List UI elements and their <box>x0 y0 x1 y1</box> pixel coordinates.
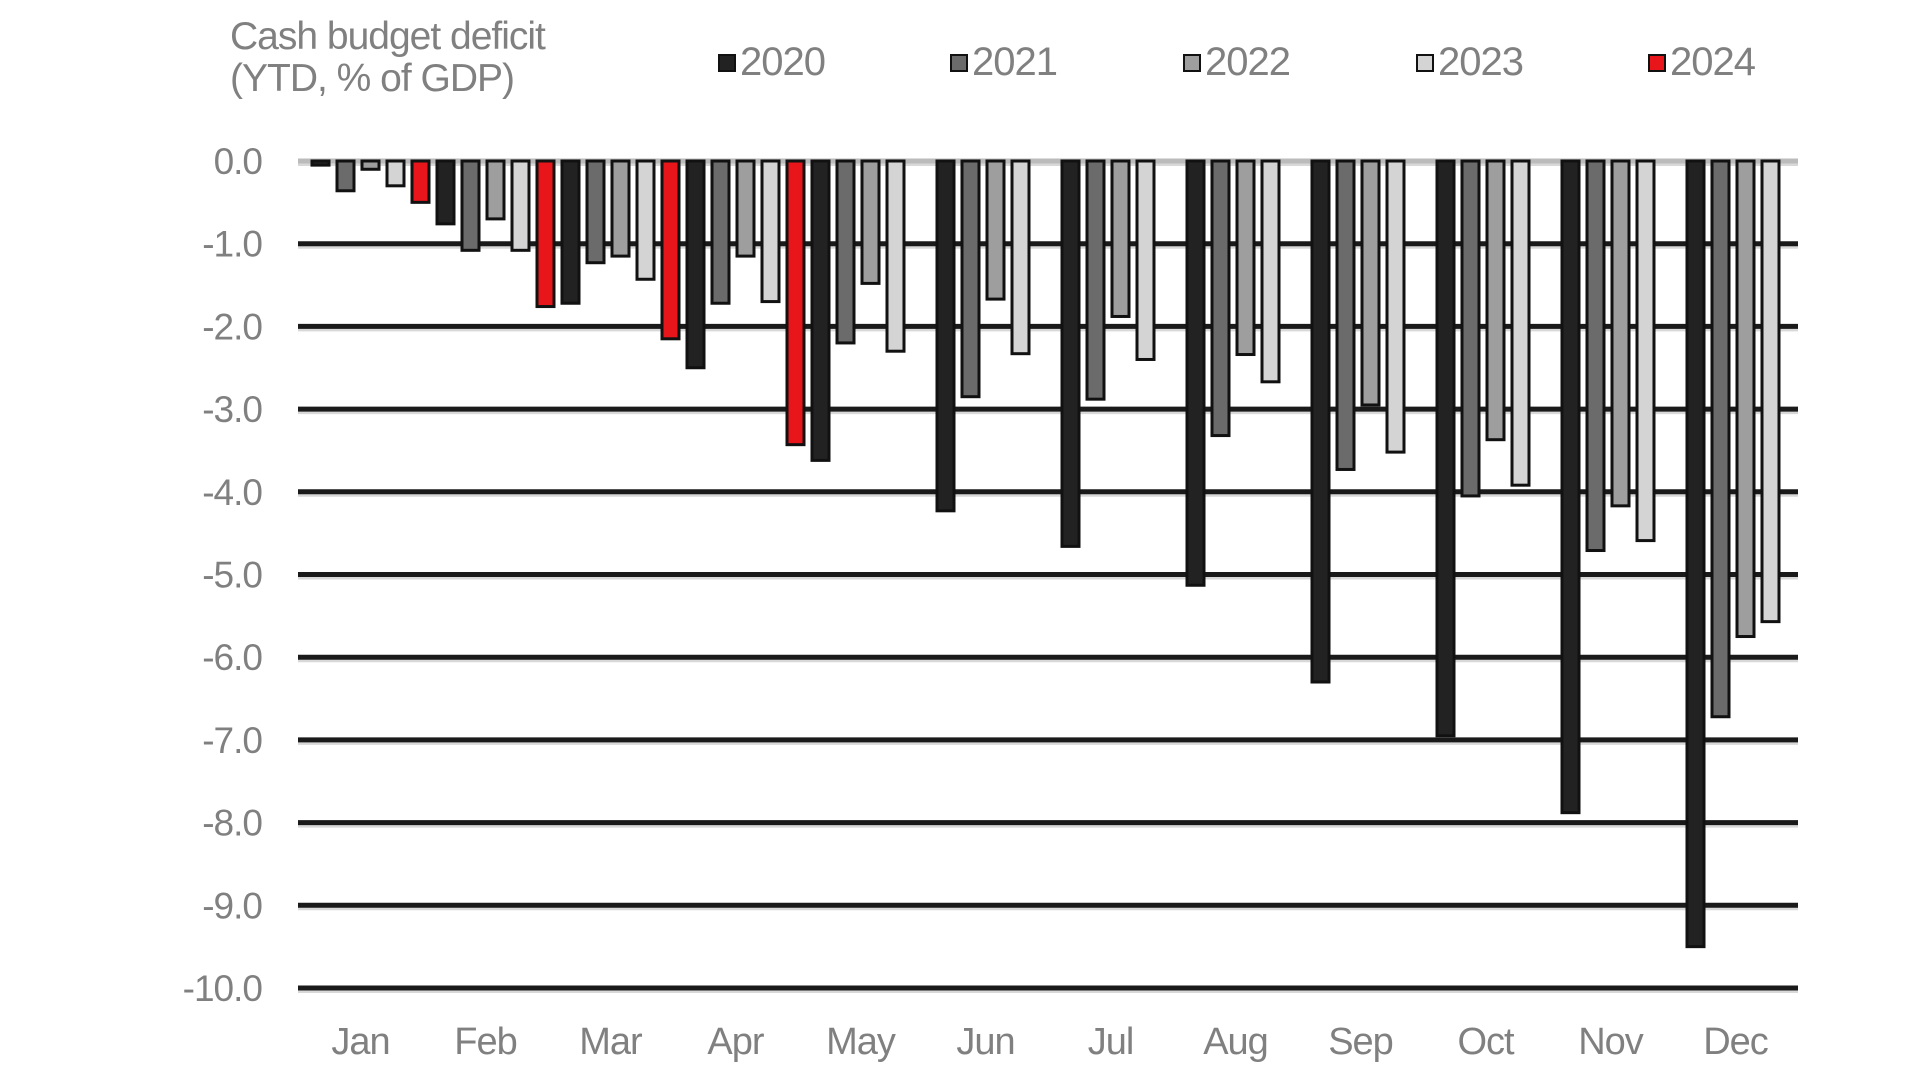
legend-label: 2023 <box>1438 40 1524 84</box>
bar-2024-Feb <box>535 159 556 309</box>
bar-2021-Jul <box>1085 159 1106 401</box>
legend-swatch <box>950 53 968 72</box>
legend-label: 2024 <box>1670 40 1756 84</box>
bar-2021-May <box>835 159 856 345</box>
x-tick-label: Mar <box>579 1021 643 1063</box>
y-tick-label: 0.0 <box>214 141 263 182</box>
legend: 2020 2021 2022 2023 2024 <box>0 40 1920 90</box>
bar-2021-Sep <box>1335 159 1356 471</box>
y-axis-ticks: 0.0 -1.0 -2.0 -3.0 -4.0 -5.0 -6.0 -7.0 -8.0 -9.0 -… <box>183 141 264 1009</box>
legend-swatch <box>1648 53 1666 72</box>
x-tick-label: May <box>826 1021 896 1063</box>
x-tick-label: Jul <box>1088 1021 1134 1063</box>
y-tick-label: -3.0 <box>202 389 262 430</box>
y-tick-label: -4.0 <box>202 472 262 513</box>
y-tick-label: -8.0 <box>202 803 262 844</box>
legend-label: 2021 <box>972 40 1058 84</box>
y-tick-label: -9.0 <box>202 885 262 926</box>
bar-2022-Feb <box>485 159 506 221</box>
x-tick-label: Jan <box>331 1021 389 1063</box>
legend-item-2021: 2021 <box>950 40 1058 85</box>
legend-item-2023: 2023 <box>1416 40 1524 85</box>
bar-2024-Apr <box>785 159 806 447</box>
legend-swatch <box>1183 53 1201 72</box>
bar-2020-May <box>810 159 831 462</box>
bar-2023-Sep <box>1385 159 1406 454</box>
legend-swatch <box>1416 53 1434 72</box>
x-tick-label: Apr <box>707 1021 764 1063</box>
y-tick-label: -1.0 <box>202 224 262 265</box>
bar-2024-Jan <box>410 159 431 204</box>
gridlines <box>298 158 1798 993</box>
bar-2020-Jan <box>310 159 331 167</box>
bar-2020-Oct <box>1435 159 1456 738</box>
legend-item-2024: 2024 <box>1648 40 1756 85</box>
legend-swatch <box>718 53 736 72</box>
y-tick-label: -6.0 <box>202 637 262 678</box>
x-tick-label: Sep <box>1328 1021 1393 1063</box>
x-tick-label: Dec <box>1703 1021 1768 1063</box>
bar-2024-Mar <box>660 159 681 341</box>
bar-2020-Jun <box>935 159 956 513</box>
bar-2022-Jul <box>1110 159 1131 318</box>
bar-2022-Oct <box>1485 159 1506 442</box>
bar-2020-Mar <box>560 159 581 305</box>
legend-label: 2022 <box>1205 40 1291 84</box>
bar-2022-Jan <box>360 159 381 171</box>
y-tick-label: -5.0 <box>202 555 262 596</box>
bar-2023-Apr <box>760 159 781 304</box>
x-tick-label: Jun <box>956 1021 1014 1063</box>
bar-2021-Jan <box>335 159 356 193</box>
bar-2021-Dec <box>1710 159 1731 719</box>
bar-2021-Nov <box>1585 159 1606 553</box>
chart-title-line2: (YTD, % of GDP) <box>230 57 515 100</box>
x-tick-label: Aug <box>1203 1021 1268 1063</box>
bar-2023-May <box>885 159 906 353</box>
x-tick-label: Feb <box>454 1021 516 1063</box>
y-tick-label: -2.0 <box>202 306 262 347</box>
y-tick-label: -7.0 <box>202 720 262 761</box>
bar-2020-Apr <box>685 159 706 370</box>
bar-2023-Feb <box>510 159 531 252</box>
bar-2021-Oct <box>1460 159 1481 498</box>
bar-2023-Nov <box>1635 159 1656 543</box>
x-tick-label: Nov <box>1578 1021 1644 1063</box>
bar-2023-Aug <box>1260 159 1281 384</box>
bar-2022-Jun <box>985 159 1006 301</box>
bar-2020-Aug <box>1185 159 1206 587</box>
bar-2020-Sep <box>1310 159 1331 684</box>
bars <box>310 159 1781 949</box>
legend-label: 2020 <box>740 40 826 84</box>
bar-2022-Dec <box>1735 159 1756 639</box>
bar-2020-Jul <box>1060 159 1081 548</box>
x-axis-ticks: Jan Feb Mar Apr May Jun Jul Aug Sep Oct Nov Dec <box>331 1021 1768 1063</box>
bar-2023-Jul <box>1135 159 1156 361</box>
bar-2022-Apr <box>735 159 756 258</box>
bar-2020-Dec <box>1685 159 1706 949</box>
bar-2023-Mar <box>635 159 656 281</box>
chart-title: Cash budget deficit (YTD, % of GDP) <box>230 15 546 100</box>
bar-2021-Mar <box>585 159 606 265</box>
bar-2021-Jun <box>960 159 981 399</box>
bar-2023-Dec <box>1760 159 1781 624</box>
bar-2022-Mar <box>610 159 631 258</box>
bar-2022-Aug <box>1235 159 1256 357</box>
x-tick-label: Oct <box>1457 1021 1515 1063</box>
bar-2021-Aug <box>1210 159 1231 438</box>
bar-2022-Sep <box>1360 159 1381 407</box>
legend-item-2020: 2020 <box>718 40 826 85</box>
legend-item-2022: 2022 <box>1183 40 1291 85</box>
y-tick-label: -10.0 <box>183 968 263 1009</box>
bar-2021-Apr <box>710 159 731 305</box>
chart-title-line1: Cash budget deficit <box>230 15 546 58</box>
bar-2020-Nov <box>1560 159 1581 815</box>
bar-2021-Feb <box>460 159 481 252</box>
bar-2023-Jun <box>1010 159 1031 356</box>
bar-2022-May <box>860 159 881 285</box>
bar-2022-Nov <box>1610 159 1631 508</box>
bar-2023-Oct <box>1510 159 1531 487</box>
bar-2020-Feb <box>435 159 456 226</box>
bar-2023-Jan <box>385 159 406 188</box>
